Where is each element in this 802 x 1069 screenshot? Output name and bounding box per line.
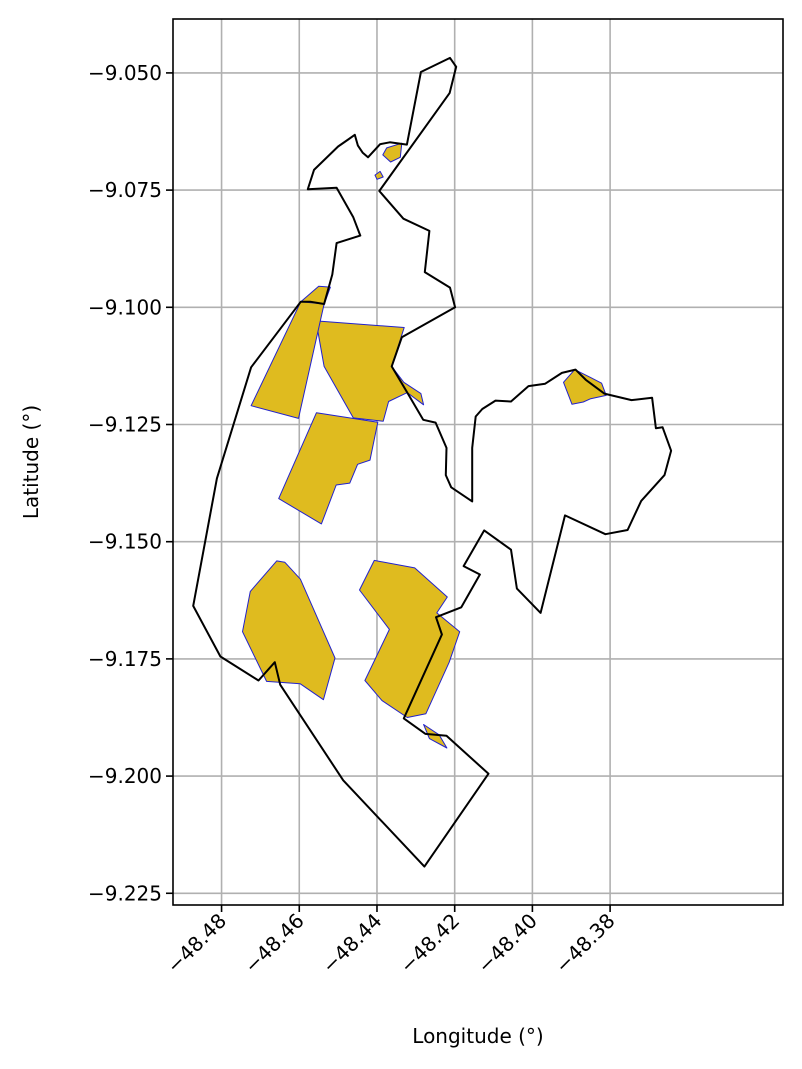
- y-tick-label: −9.225: [88, 881, 162, 905]
- parcel-polygon: [242, 560, 336, 701]
- y-axis-label: Latitude (°): [19, 405, 43, 519]
- parcel-polygon: [563, 369, 607, 405]
- plot-frame: [172, 18, 784, 906]
- y-tick-label: −9.125: [88, 412, 162, 436]
- y-tick-label: −9.100: [88, 295, 162, 319]
- y-tick-label: −9.150: [88, 530, 162, 554]
- x-tick-label: −48.46: [240, 909, 309, 978]
- boundary-outline: [192, 56, 673, 868]
- parcel-polygon: [382, 142, 403, 163]
- boundary-layer: [192, 56, 673, 868]
- y-tick-label: −9.175: [88, 647, 162, 671]
- x-tick-label: −48.40: [473, 909, 542, 978]
- parcel-polygon: [374, 170, 384, 180]
- x-axis-label: Longitude (°): [412, 1024, 543, 1048]
- x-tick-label: −48.48: [162, 909, 231, 978]
- parcel-polygon: [278, 412, 379, 525]
- x-tick-label: −48.42: [395, 909, 464, 978]
- y-tick-label: −9.075: [88, 178, 162, 202]
- parcel-polygon: [315, 320, 425, 422]
- axis-ticks: −48.48 −48.46 −48.44 −48.42 −48.40 −48.38 −9.0…: [88, 61, 620, 978]
- x-tick-label: −48.44: [317, 909, 386, 978]
- y-tick-label: −9.200: [88, 764, 162, 788]
- parcel-layer: [242, 142, 607, 749]
- parcel-polygon: [359, 559, 461, 718]
- x-tick-label: −48.38: [550, 909, 619, 978]
- y-tick-label: −9.050: [88, 61, 162, 85]
- gridlines: [173, 19, 783, 905]
